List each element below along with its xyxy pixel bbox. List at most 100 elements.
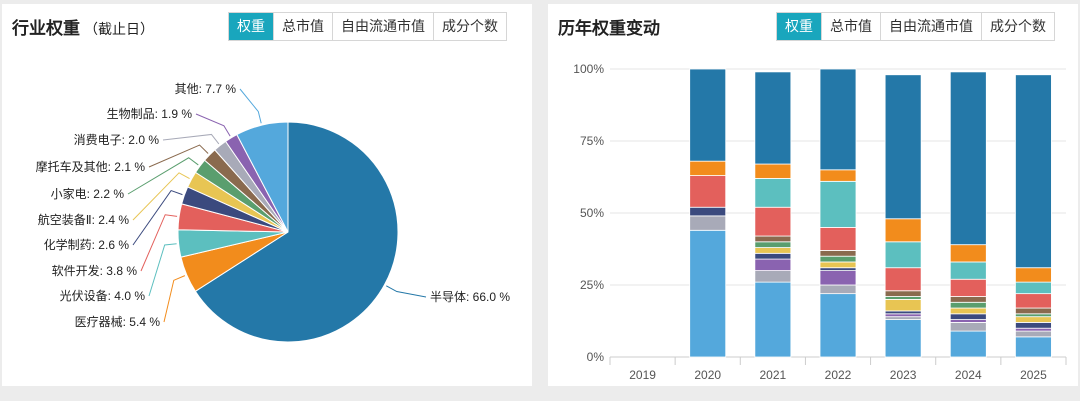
bar-segment[interactable] <box>754 206 792 237</box>
tab-constituent-count[interactable]: 成分个数 <box>433 13 506 40</box>
bar-segment[interactable] <box>1015 330 1052 338</box>
bar-segment[interactable] <box>819 169 857 182</box>
industry-weight-tabs: 权重 总市值 自由流通市值 成分个数 <box>228 12 507 41</box>
pie-slice-label: 光伏设备: 4.0 % <box>60 289 146 303</box>
y-tick-label: 50% <box>580 206 604 220</box>
pie-leader-line <box>163 275 186 323</box>
pie-leader-line <box>140 214 178 272</box>
bar-segment[interactable] <box>884 267 922 292</box>
yearly-weight-panel: 历年权重变动 权重 总市值 自由流通市值 成分个数 0% 25% 50% 75% 100… <box>548 4 1078 386</box>
bar-segment[interactable] <box>1015 327 1052 332</box>
bar-segment[interactable] <box>949 278 987 297</box>
bar-segment[interactable] <box>754 235 792 243</box>
bar-segment[interactable] <box>689 206 727 217</box>
bar-segment[interactable] <box>884 74 922 220</box>
bar-segment[interactable] <box>819 180 857 228</box>
bar-segment[interactable] <box>754 178 792 208</box>
pie-slice[interactable] <box>236 121 289 233</box>
bar-segment[interactable] <box>1015 293 1052 309</box>
bar-segment[interactable] <box>819 284 857 295</box>
pie-slice-label: 化学制药: 2.6 % <box>44 237 130 252</box>
yearly-weight-stacked-bar-chart: 0% 25% 50% 75% 100% 2019 2020 2021 2022 2023 2024 2… <box>573 62 1067 382</box>
industry-weight-title: 行业权重 （截止日） <box>12 14 154 39</box>
tab-free-float-market-cap[interactable]: 自由流通市值 <box>332 13 433 40</box>
bar-segment[interactable] <box>819 226 857 251</box>
x-tick-label: 2022 <box>825 368 852 382</box>
bar-segment[interactable] <box>754 71 792 165</box>
bar-segment[interactable] <box>819 255 857 263</box>
bar-segment[interactable] <box>884 310 922 315</box>
pie-slice-label: 半导体: 66.0 % <box>430 290 510 304</box>
tab-weight[interactable]: 权重 <box>229 13 273 40</box>
bar-segment[interactable] <box>949 313 987 320</box>
bar-segment[interactable] <box>949 330 987 358</box>
bar-segment[interactable] <box>754 252 792 260</box>
bar-segment[interactable] <box>949 261 987 280</box>
pie-slice-label: 其他: 7.7 % <box>175 82 237 96</box>
bar-segment[interactable] <box>819 261 857 269</box>
bar-segment[interactable] <box>884 296 922 300</box>
bar-segment[interactable] <box>754 247 792 254</box>
bar-segment[interactable] <box>689 68 727 162</box>
x-tick-label: 2021 <box>760 368 787 382</box>
bar-segment[interactable] <box>1015 281 1052 295</box>
bar-segment[interactable] <box>884 298 922 312</box>
bar-segment[interactable] <box>949 244 987 263</box>
bar-segment[interactable] <box>1015 313 1052 318</box>
bar-segment[interactable] <box>949 319 987 323</box>
bar-segment[interactable] <box>689 229 727 358</box>
bar-segment[interactable] <box>949 307 987 315</box>
bar-segment[interactable] <box>884 319 922 358</box>
bar-segment[interactable] <box>1015 316 1052 323</box>
tab-weight[interactable]: 权重 <box>777 13 821 40</box>
bar-segment[interactable] <box>949 71 987 246</box>
pie-leader-line <box>386 285 427 298</box>
pie-leader-line <box>148 144 209 168</box>
tab-total-market-cap[interactable]: 总市值 <box>821 13 880 40</box>
x-tick-label: 2025 <box>1020 368 1047 382</box>
bar-segment[interactable] <box>754 258 792 272</box>
bar-segment[interactable] <box>1015 336 1052 358</box>
bar-segment[interactable] <box>819 293 857 358</box>
bar-segment[interactable] <box>884 241 922 269</box>
bar-segment[interactable] <box>754 270 792 283</box>
pie-slice-label: 摩托车及其他: 2.1 % <box>36 159 146 174</box>
bar-segment[interactable] <box>1015 267 1052 283</box>
bar-segment[interactable] <box>819 270 857 286</box>
pie-leader-line <box>239 88 262 124</box>
x-tick-label: 2023 <box>890 368 917 382</box>
industry-weight-subtitle: （截止日） <box>84 21 154 37</box>
bar-segment[interactable] <box>1015 322 1052 329</box>
bar-segment[interactable] <box>819 68 857 171</box>
bar-segment[interactable] <box>689 175 727 208</box>
x-tick-label: 2024 <box>955 368 982 382</box>
bar-segment[interactable] <box>1015 74 1052 269</box>
tab-total-market-cap[interactable]: 总市值 <box>273 13 332 40</box>
bar-segment[interactable] <box>754 163 792 179</box>
bar-segment[interactable] <box>819 250 857 257</box>
bar-segment[interactable] <box>949 322 987 332</box>
pie-leader-line <box>132 172 190 221</box>
bar-segment[interactable] <box>884 313 922 318</box>
bar-segment[interactable] <box>949 301 987 309</box>
yearly-weight-title: 历年权重变动 <box>558 19 660 38</box>
bar-segment[interactable] <box>884 316 922 320</box>
bar-segment[interactable] <box>949 296 987 303</box>
x-tick-label: 2019 <box>629 368 656 382</box>
pie-slice-label: 医疗器械: 5.4 % <box>75 314 161 329</box>
bar-segment[interactable] <box>689 160 727 176</box>
pie-slice-label: 小家电: 2.2 % <box>51 186 125 201</box>
bar-segment[interactable] <box>1015 307 1052 315</box>
y-tick-label: 100% <box>573 62 604 76</box>
bar-segment[interactable] <box>754 241 792 248</box>
pie-slice[interactable] <box>194 121 399 343</box>
bar-segment[interactable] <box>819 267 857 272</box>
bar-segment[interactable] <box>884 218 922 243</box>
pie-leader-line <box>132 189 183 246</box>
bar-segment[interactable] <box>689 215 727 231</box>
pie-slice-label: 航空装备Ⅱ: 2.4 % <box>38 212 130 227</box>
tab-constituent-count[interactable]: 成分个数 <box>981 13 1054 40</box>
bar-segment[interactable] <box>754 281 792 358</box>
tab-free-float-market-cap[interactable]: 自由流通市值 <box>880 13 981 40</box>
bar-segment[interactable] <box>884 290 922 297</box>
